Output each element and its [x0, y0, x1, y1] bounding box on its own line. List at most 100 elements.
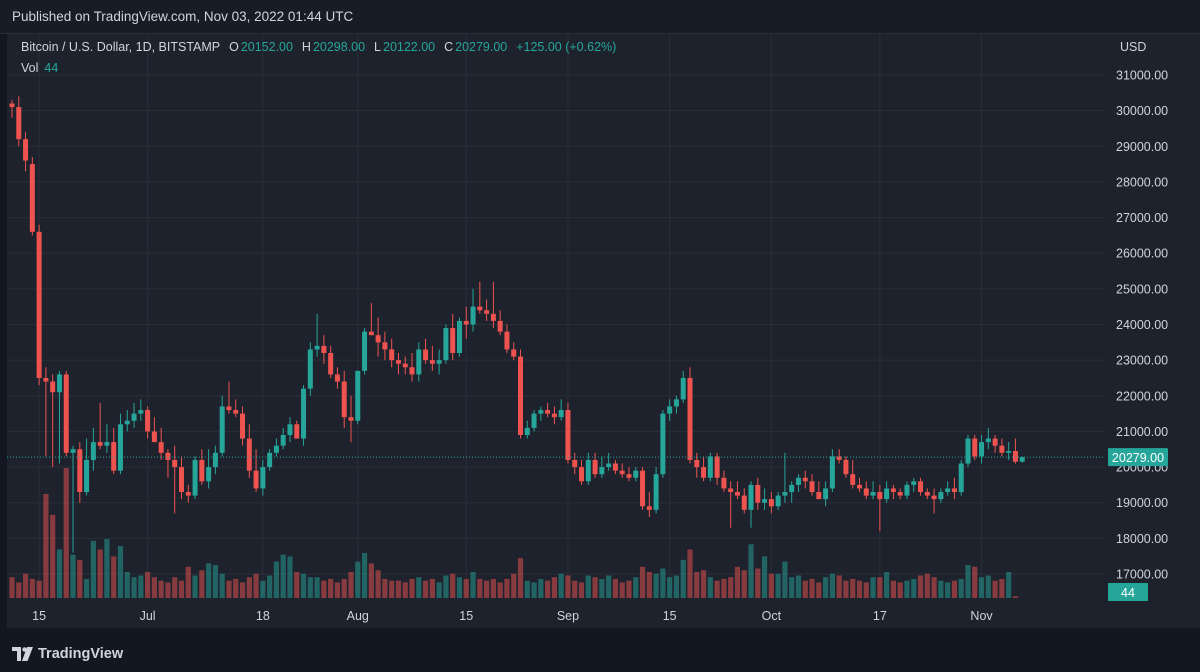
candle-body: [484, 310, 490, 314]
candle-body: [314, 345, 320, 350]
candle-body: [626, 474, 632, 478]
volume-bar: [558, 573, 564, 598]
volume-bar: [233, 578, 239, 598]
volume-bar: [450, 573, 456, 598]
candle-body: [789, 484, 795, 493]
candle-body: [734, 492, 740, 496]
volume-bar: [680, 559, 686, 598]
volume-bar: [111, 556, 117, 598]
candle-body: [985, 438, 991, 443]
candle-body: [545, 410, 551, 414]
candle-body: [904, 484, 910, 496]
volume-bar: [836, 575, 842, 598]
candle-body: [307, 349, 313, 389]
candle-body: [301, 388, 307, 439]
candle-body: [599, 467, 605, 475]
change-value: +125.00 (+0.62%): [516, 40, 617, 54]
volume-bar: [341, 578, 347, 598]
x-tick-label: 15: [32, 609, 46, 623]
volume-bar: [504, 578, 510, 598]
candle-body: [16, 107, 22, 140]
volume-bar: [9, 577, 15, 598]
volume-bar: [83, 578, 90, 598]
volume-bar: [395, 580, 402, 598]
candle-body: [138, 410, 144, 414]
volume-bar: [782, 561, 788, 598]
volume-bar: [917, 575, 924, 598]
volume-bar: [511, 573, 517, 598]
volume-bar: [538, 578, 544, 598]
candle-body: [870, 492, 876, 496]
symbol-name: Bitcoin / U.S. Dollar, 1D, BITSTAMP: [21, 40, 221, 54]
volume-bar: [823, 577, 829, 598]
candle-body: [741, 495, 747, 510]
volume-bar: [978, 577, 985, 598]
candle-body: [233, 410, 239, 414]
candle-body: [348, 417, 354, 421]
candle-body: [463, 320, 469, 325]
volume-bar: [728, 577, 734, 598]
volume-bar: [90, 540, 96, 598]
time-axis: 15 Jul 18 Aug 15 Sep 15 Oct 17 Nov: [32, 609, 993, 623]
candle-body: [206, 467, 212, 482]
candle-body: [551, 413, 557, 418]
candle-body: [667, 406, 673, 414]
x-tick-label: Jul: [140, 609, 156, 623]
volume-bar: [687, 549, 693, 598]
volume-bar: [1012, 596, 1019, 598]
chart-frame[interactable]: 17000.00 18000.00 19000.00 20000.00 21000.00…: [7, 34, 1200, 628]
volume-bar: [443, 575, 449, 598]
candle-body: [145, 410, 151, 432]
volume-bar: [768, 573, 774, 598]
candle-body: [355, 370, 361, 421]
volume-bar: [911, 578, 917, 598]
volume-bar: [124, 572, 130, 598]
volume-bar: [700, 570, 707, 598]
volume-bar: [945, 582, 951, 598]
volume-bar: [273, 561, 280, 598]
candle-body: [362, 331, 368, 371]
candle-body: [707, 456, 713, 478]
volume-bar: [361, 552, 368, 598]
candle-body: [816, 492, 822, 500]
candle-body: [395, 360, 401, 364]
volume-bar: [572, 580, 578, 598]
candle-body: [951, 488, 957, 493]
candle-body: [280, 434, 286, 446]
candle-body: [199, 459, 205, 482]
candle-body: [592, 459, 598, 475]
brand-logo[interactable]: TradingView: [12, 644, 123, 664]
volume-bar: [585, 575, 591, 598]
candle-body: [538, 410, 544, 414]
candle-body: [450, 328, 456, 354]
volume-bar: [280, 554, 286, 598]
volume-bar: [877, 577, 883, 598]
last-price-tag-bg: [1108, 448, 1168, 467]
candle-body: [185, 492, 191, 496]
candle-body: [673, 399, 679, 407]
volume-bar: [416, 577, 422, 598]
candle-body: [762, 499, 768, 503]
volume-bar: [565, 575, 571, 598]
candle-body: [768, 499, 774, 507]
y-tick-label: 23000.00: [1116, 354, 1168, 368]
tradingview-logo-icon: [12, 647, 33, 662]
low-label: L: [374, 40, 381, 54]
brand-name: TradingView: [38, 646, 124, 663]
volume-bar: [545, 580, 551, 598]
candle-body: [585, 459, 591, 482]
volume-bar: [355, 561, 361, 598]
volume-bar: [314, 577, 320, 598]
candle-body: [77, 449, 83, 493]
volume-bar: [531, 582, 537, 598]
open-label: O: [229, 40, 239, 54]
candlestick-chart[interactable]: 17000.0018000.0019000.0020000.0021000.00…: [7, 34, 1200, 628]
candle-body: [802, 477, 808, 482]
low-value: 20122.00: [383, 40, 436, 54]
candle-body: [897, 492, 903, 496]
candle-body: [775, 495, 781, 507]
x-tick-label: 15: [663, 609, 677, 623]
y-tick-label: 22000.00: [1116, 389, 1168, 403]
candle-body: [531, 413, 537, 428]
volume-bar: [50, 514, 56, 598]
